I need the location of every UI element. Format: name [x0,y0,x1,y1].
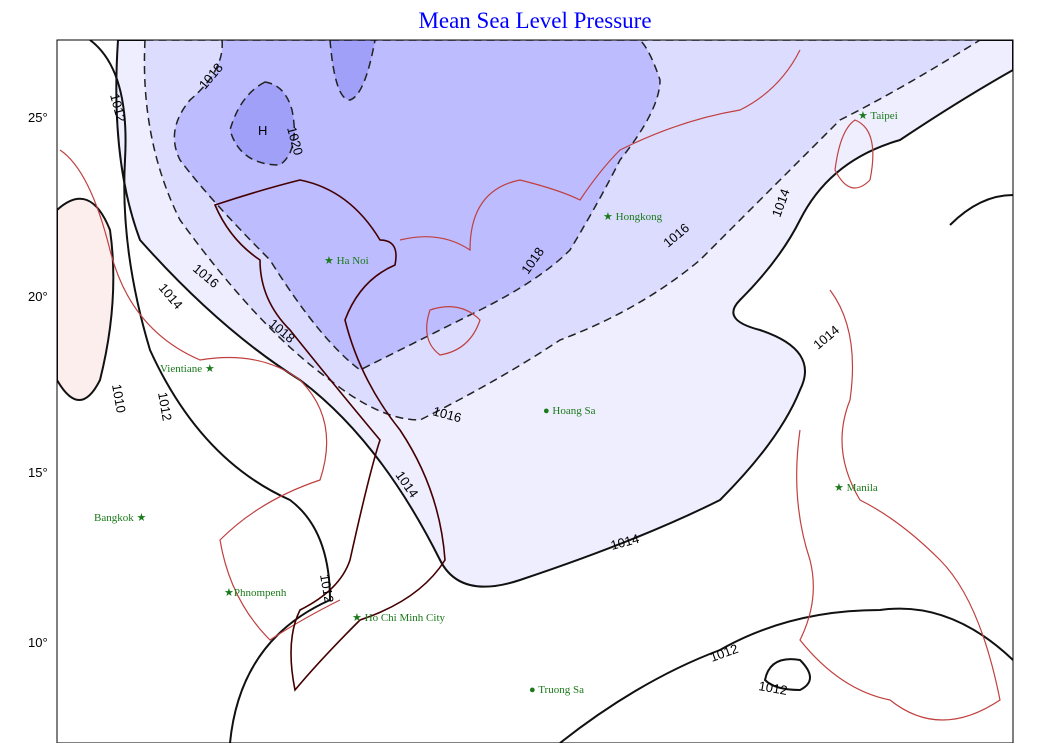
city-markers: ★ Taipei ★ Hongkong ★ Ha Noi Vientiane ★… [94,110,898,696]
map-frame [56,39,1014,743]
contour-1012-low [763,658,811,692]
coastline-hainan [426,306,481,356]
city-hongkong: ★ Hongkong [603,211,663,223]
contour-label: 1014 [609,531,641,553]
lat-tick-10: 10° [28,635,48,650]
region-1020-b [329,40,376,101]
coastline-taiwan [834,119,874,189]
contour-label: 1016 [431,403,463,425]
lat-tick-20: 20° [28,289,48,304]
contour-label: 1012 [317,573,337,604]
region-1018 [173,40,661,371]
lat-tick-15: 15° [28,465,48,480]
low-pressure-area [57,197,115,401]
contour-label: 1010 [109,383,129,414]
contour-label: 1012 [107,92,129,124]
coastline-philippines [796,289,1001,721]
city-hanoi: ★ Ha Noi [324,255,369,267]
city-hcmc: ★ Ho Chi Minh City [352,612,445,624]
city-bangkok: Bangkok ★ [94,512,146,524]
vietnam-outline [213,179,446,692]
contour-label: 1012 [155,391,175,422]
contour-label: 1012 [757,678,788,698]
coastline-china [399,49,801,252]
high-marker: H [258,123,267,138]
contour-1014-east [949,194,1013,226]
city-phnompenh: ★Phnompenh [224,587,287,599]
city-truongsa: ● Truong Sa [529,684,584,696]
map-title: Mean Sea Level Pressure [418,8,652,33]
city-hoangsa: ● Hoang Sa [543,405,596,417]
city-taipei: ★ Taipei [858,110,898,122]
lat-tick-25: 25° [28,110,48,125]
contour-label: 1020 [284,125,306,157]
contour-1012-south [559,607,1013,743]
coastline-indochina [59,149,341,641]
city-vientiane: Vientiane ★ [160,363,215,375]
contour-1012-west [89,40,332,743]
city-manila: ★ Manila [834,482,878,494]
region-1020-a [229,81,295,166]
